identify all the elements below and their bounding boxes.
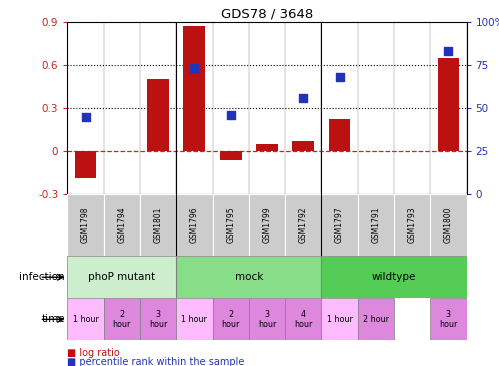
Text: phoP mutant: phoP mutant [88,272,155,282]
Bar [321,256,467,298]
Bar [140,194,176,256]
Text: GSM1800: GSM1800 [444,207,453,243]
Bar [394,194,430,256]
Text: GSM1799: GSM1799 [262,207,271,243]
Text: GSM1795: GSM1795 [226,207,235,243]
Bar [249,298,285,340]
Bar [292,141,314,151]
Bar [220,151,242,160]
Bar [67,194,104,256]
Bar [176,256,321,298]
Text: time: time [41,314,65,324]
Point [227,112,235,118]
Bar [256,144,278,151]
Text: 1 hour: 1 hour [182,315,207,324]
Bar [249,194,285,256]
Bar [285,298,321,340]
Text: GSM1792: GSM1792 [299,207,308,243]
Text: GSM1793: GSM1793 [408,207,417,243]
Text: infection: infection [19,272,65,282]
Text: 3
hour: 3 hour [439,310,458,329]
Bar [184,26,205,151]
Bar [358,298,394,340]
Bar [321,298,358,340]
Text: ■ log ratio: ■ log ratio [67,348,120,358]
Text: 2
hour: 2 hour [113,310,131,329]
Bar [213,194,249,256]
Bar [329,119,350,151]
Bar [104,194,140,256]
Text: mock: mock [235,272,263,282]
Bar [67,256,176,298]
Bar [430,194,467,256]
Point [191,66,199,71]
Text: GSM1797: GSM1797 [335,207,344,243]
Point [445,48,453,54]
Text: 2 hour: 2 hour [363,315,389,324]
Text: 4
hour: 4 hour [294,310,312,329]
Bar [176,194,213,256]
Bar [176,298,213,340]
Bar [285,194,321,256]
Point [81,114,89,120]
Text: 1 hour: 1 hour [72,315,98,324]
Text: ■ percentile rank within the sample: ■ percentile rank within the sample [67,357,245,366]
Text: GSM1791: GSM1791 [371,207,380,243]
Text: 2
hour: 2 hour [222,310,240,329]
Text: 3
hour: 3 hour [149,310,167,329]
Bar [213,298,249,340]
Point [335,74,343,80]
Bar [75,151,96,178]
Text: GSM1794: GSM1794 [117,207,126,243]
Text: GSM1798: GSM1798 [81,207,90,243]
Bar [67,298,104,340]
Bar [430,298,467,340]
Bar [358,194,394,256]
Bar [147,79,169,151]
Bar [140,298,176,340]
Title: GDS78 / 3648: GDS78 / 3648 [221,8,313,21]
Point [299,95,307,101]
Bar [438,58,459,151]
Text: GSM1796: GSM1796 [190,207,199,243]
Bar [321,194,358,256]
Text: GSM1801: GSM1801 [154,207,163,243]
Text: 3
hour: 3 hour [258,310,276,329]
Text: 1 hour: 1 hour [327,315,352,324]
Text: wildtype: wildtype [372,272,416,282]
Bar [104,298,140,340]
